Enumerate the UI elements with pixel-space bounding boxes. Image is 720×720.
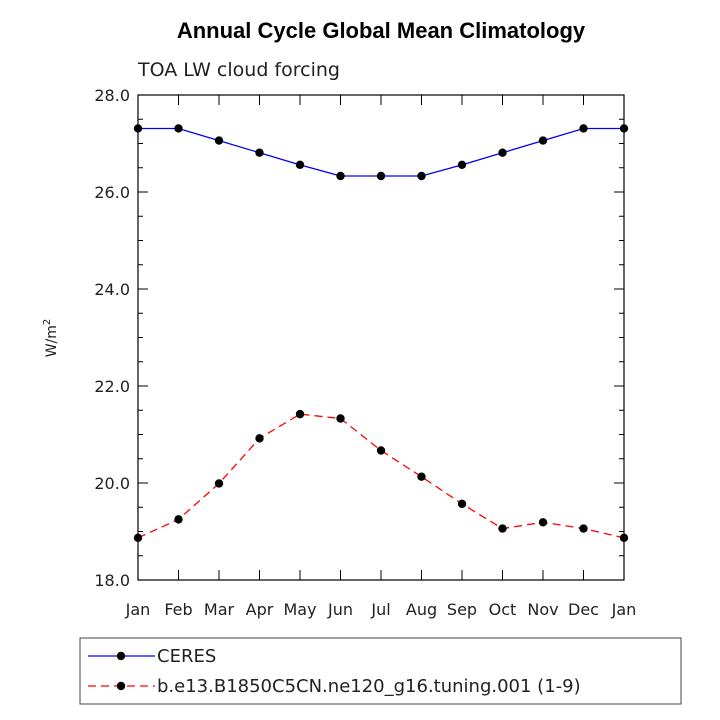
y-axis-label: W/m2 bbox=[42, 319, 60, 358]
data-point-series-1 bbox=[498, 148, 507, 157]
data-point-series-1 bbox=[336, 171, 345, 181]
x-tick-label: Feb bbox=[164, 600, 192, 619]
x-tick-label: Aug bbox=[406, 600, 437, 619]
y-tick-label: 24.0 bbox=[94, 280, 130, 299]
x-tick-label: Dec bbox=[568, 600, 599, 619]
data-point-series-1 bbox=[538, 136, 548, 145]
data-point-series-1 bbox=[417, 171, 426, 181]
x-tick-label: Jun bbox=[327, 600, 353, 619]
x-tick-label: Mar bbox=[204, 600, 235, 619]
legend-marker-1 bbox=[116, 651, 126, 661]
data-point-series-2 bbox=[214, 479, 224, 488]
data-point-series-1 bbox=[619, 124, 629, 133]
axes bbox=[137, 94, 625, 581]
data-point-series-1 bbox=[376, 171, 386, 181]
data-point-series-2 bbox=[417, 472, 426, 481]
x-tick-label: Nov bbox=[527, 600, 558, 619]
y-tick-label: 20.0 bbox=[94, 474, 130, 493]
x-tick-label: Apr bbox=[246, 600, 274, 619]
x-tick-label: Oct bbox=[489, 600, 517, 619]
data-point-series-2 bbox=[376, 446, 386, 455]
legend-label-2: b.e13.B1850C5CN.ne120_g16.tuning.001 (1-… bbox=[157, 676, 581, 697]
x-tick-label: Sep bbox=[447, 600, 477, 619]
data-point-series-2 bbox=[295, 409, 305, 419]
y-tick-label: 26.0 bbox=[94, 183, 130, 202]
data-point-series-2 bbox=[336, 414, 345, 423]
data-point-series-1 bbox=[295, 160, 305, 170]
data-point-series-1 bbox=[457, 160, 467, 170]
chart-subtitle: TOA LW cloud forcing bbox=[137, 59, 340, 81]
data-point-series-2 bbox=[538, 518, 548, 527]
data-point-series-2 bbox=[133, 533, 143, 543]
y-tick-label: 28.0 bbox=[94, 86, 130, 105]
legend: CERES b.e13.B1850C5CN.ne120_g16.tuning.00… bbox=[79, 637, 682, 705]
series-lines bbox=[137, 127, 625, 539]
x-tick-label: Jan bbox=[611, 600, 637, 619]
series-points bbox=[133, 124, 629, 543]
data-point-series-1 bbox=[579, 124, 588, 133]
x-tick-label: Jul bbox=[370, 600, 390, 619]
legend-marker-2 bbox=[116, 681, 126, 691]
data-point-series-2 bbox=[174, 515, 183, 524]
data-point-series-2 bbox=[579, 524, 588, 533]
legend-box bbox=[79, 637, 682, 705]
plot-frame bbox=[137, 94, 625, 581]
chart-title: Annual Cycle Global Mean Climatology bbox=[177, 18, 586, 43]
data-point-series-1 bbox=[214, 136, 224, 145]
tick-labels: 18.0 20.0 22.0 24.0 26.0 28.0 Jan Feb Mar Apr May J… bbox=[94, 86, 636, 619]
data-point-series-2 bbox=[619, 533, 629, 543]
series-line-1 bbox=[138, 127, 624, 177]
y-tick-label: 22.0 bbox=[94, 377, 130, 396]
y-axis-label-group: W/m2 bbox=[42, 319, 60, 358]
data-point-series-2 bbox=[498, 524, 507, 533]
y-axis-label-superscript: 2 bbox=[42, 319, 53, 325]
tick-marks bbox=[137, 94, 625, 581]
y-axis-label-text: W/m bbox=[44, 325, 60, 357]
data-point-series-2 bbox=[255, 434, 264, 443]
data-point-series-2 bbox=[457, 499, 467, 509]
data-point-series-1 bbox=[133, 124, 143, 133]
x-tick-label: May bbox=[283, 600, 316, 619]
series-line-2 bbox=[137, 413, 625, 539]
y-tick-label: 18.0 bbox=[94, 571, 130, 590]
x-tick-label: Jan bbox=[125, 600, 151, 619]
legend-label-1: CERES bbox=[157, 646, 216, 667]
data-point-series-1 bbox=[255, 148, 264, 157]
data-point-series-1 bbox=[174, 124, 183, 133]
